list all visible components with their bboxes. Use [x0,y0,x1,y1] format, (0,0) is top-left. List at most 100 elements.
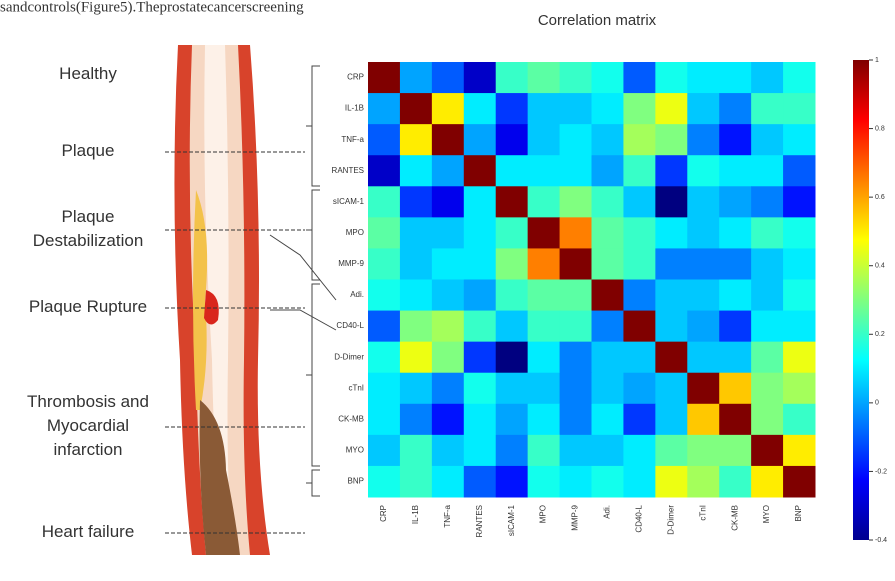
heat-cell [560,62,592,94]
heat-cell [496,466,528,498]
heat-cell [592,93,624,125]
figure: sandcontrols(Figure5).Theprostatecancers… [0,0,895,581]
heat-cell [719,373,751,405]
heat-cell [623,280,655,312]
heat-cell [719,155,751,187]
heat-cell [719,466,751,498]
heat-cell [655,124,687,156]
colorbar-label: -0.2 [875,468,887,475]
heat-cell [751,93,783,125]
heat-cell [560,342,592,374]
heat-cell [655,93,687,125]
heat-cell [783,124,815,156]
heat-cell [368,466,400,498]
heat-cell [783,373,815,405]
heat-cell [432,217,464,249]
heat-cell [400,124,432,156]
heat-cell [432,342,464,374]
heat-cell [783,404,815,436]
heat-cell [464,217,496,249]
heat-cell [496,93,528,125]
heat-cell [528,280,560,312]
heat-cell [592,373,624,405]
y-tick-label: IL-1B [345,104,364,113]
heat-cell [400,404,432,436]
heat-cell [400,217,432,249]
heat-cell [783,186,815,218]
heat-cell [592,124,624,156]
x-tick-label: TNF-a [443,504,452,527]
heat-cell [655,280,687,312]
heat-cell [496,404,528,436]
heat-cell [623,435,655,467]
heat-cell [528,435,560,467]
heat-cell [528,466,560,498]
heat-cell [623,373,655,405]
heat-cell [751,186,783,218]
heat-cell [528,404,560,436]
y-tick-label: MPO [346,228,364,237]
heat-cell [623,186,655,218]
heat-cell [783,342,815,374]
heat-cell [719,248,751,280]
heat-cell [687,311,719,343]
heat-cell [400,280,432,312]
heat-cell [623,466,655,498]
heat-cell [719,93,751,125]
x-tick-label: MPO [539,505,548,523]
heat-cell [751,155,783,187]
heat-cell [400,311,432,343]
heat-cell [432,373,464,405]
heat-cell [655,373,687,405]
heat-cell [783,155,815,187]
y-tick-label: CRP [347,73,364,82]
heat-cell [719,404,751,436]
heat-cell [592,62,624,94]
heat-cell [432,155,464,187]
heat-cell [432,435,464,467]
heat-cell [751,466,783,498]
heat-cell [655,186,687,218]
heat-cell [560,373,592,405]
stage-label: Heart failure [42,522,135,541]
heat-cell [560,466,592,498]
x-tick-label: CK-MB [730,505,739,531]
heat-cell [528,124,560,156]
heat-cell [783,466,815,498]
heat-cell [687,217,719,249]
heat-cell [719,311,751,343]
stage-label: Plaque [62,141,115,160]
heat-cell [783,93,815,125]
heat-cell [623,93,655,125]
stage-label: Healthy [59,64,117,83]
x-tick-label: sICAM-1 [507,504,516,536]
heat-cell [592,248,624,280]
heat-cell [368,373,400,405]
heat-cell [655,404,687,436]
x-tick-label: IL-1B [411,505,420,524]
heat-cell [719,342,751,374]
colorbar-label: 0.4 [875,263,885,270]
heat-cell [655,435,687,467]
heat-cell [623,62,655,94]
heat-cell [432,124,464,156]
heat-cell [751,217,783,249]
y-tick-label: Adi. [350,290,364,299]
heat-cell [687,342,719,374]
bracket [306,190,320,280]
heat-cell [751,404,783,436]
heat-cell [400,93,432,125]
heat-cell [687,248,719,280]
heat-cell [560,93,592,125]
colorbar [853,60,869,540]
caption-fragment: sandcontrols(Figure5).Theprostatecancers… [0,0,304,15]
heat-cell [368,435,400,467]
heat-cell [560,248,592,280]
x-tick-label: D-Dimer [666,505,675,535]
colorbar-label: -0.4 [875,537,887,544]
y-tick-label: D-Dimer [334,352,364,361]
heat-cell [528,62,560,94]
heat-cell [368,62,400,94]
heat-cell [623,124,655,156]
